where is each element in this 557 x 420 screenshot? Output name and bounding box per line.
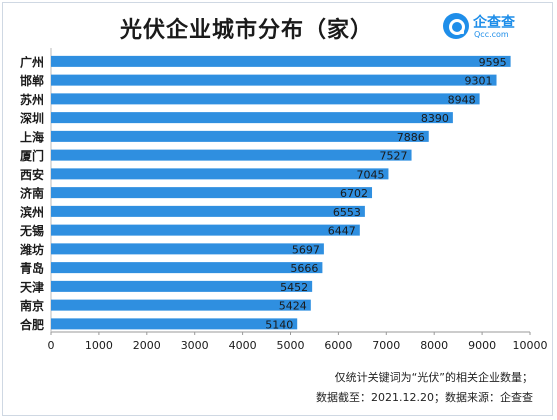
category-label: 天津 (20, 279, 44, 294)
bar-14 (51, 299, 311, 311)
bar-2 (51, 74, 497, 86)
bar-13 (51, 280, 313, 292)
category-label: 无锡 (19, 223, 44, 238)
data-label: 5697 (292, 243, 320, 256)
bar-6 (51, 149, 412, 161)
x-tick-label: 2000 (133, 339, 161, 352)
data-label: 7886 (397, 131, 425, 144)
qcc-logo: 企查查 Qcc.com (443, 11, 543, 43)
category-label: 南京 (20, 298, 44, 313)
bar-3 (51, 93, 480, 105)
bar-1 (51, 55, 511, 67)
data-label: 9595 (479, 56, 507, 69)
x-tick-label: 9000 (468, 339, 496, 352)
x-tick-label: 4000 (229, 339, 257, 352)
data-label: 6702 (340, 187, 368, 200)
x-tick-label: 7000 (372, 339, 400, 352)
data-label: 6553 (333, 206, 361, 219)
data-label: 5666 (290, 262, 318, 275)
category-label: 苏州 (20, 92, 44, 107)
bar-10 (51, 224, 360, 236)
category-label: 西安 (20, 167, 44, 182)
data-label: 5140 (265, 318, 293, 331)
x-tick-label: 0 (48, 339, 55, 352)
x-tick-label: 3000 (181, 339, 209, 352)
bar-11 (51, 243, 324, 255)
data-label: 5424 (279, 300, 307, 313)
data-label: 9301 (465, 75, 493, 88)
data-label: 5452 (280, 281, 308, 294)
bar-9 (51, 205, 365, 217)
category-label: 上海 (20, 129, 44, 144)
category-label: 广州 (20, 54, 44, 69)
category-label: 青岛 (20, 261, 44, 276)
chart-title: 光伏企业城市分布（家） (120, 18, 374, 43)
data-label: 7527 (380, 150, 408, 163)
x-tick-label: 10000 (513, 339, 548, 352)
category-label: 滨州 (20, 204, 44, 219)
footnote-source: 数据截至：2021.12.20；数据来源：企查查 (316, 391, 533, 404)
x-tick-label: 1000 (85, 339, 113, 352)
bar-12 (51, 262, 323, 274)
bar-7 (51, 168, 389, 180)
logo-name: 企查查 (473, 15, 515, 31)
category-label: 厦门 (20, 148, 44, 163)
bar-4 (51, 112, 453, 124)
x-tick-label: 5000 (277, 339, 305, 352)
bar-15 (51, 318, 298, 330)
category-label: 深圳 (20, 111, 44, 126)
x-tick-label: 6000 (324, 339, 352, 352)
data-label: 8390 (421, 112, 449, 125)
logo-url: Qcc.com (474, 30, 509, 39)
x-tick-label: 8000 (420, 339, 448, 352)
data-label: 6447 (328, 225, 356, 238)
category-label: 潍坊 (19, 242, 44, 257)
bar-5 (51, 130, 429, 142)
category-label: 济南 (20, 186, 44, 201)
category-label: 合肥 (20, 317, 44, 332)
magnifier-logo-icon (443, 13, 469, 39)
data-label: 7045 (356, 168, 384, 181)
bar-8 (51, 187, 373, 199)
footnote-scope: 仅统计关键词为“光伏”的相关企业数量； (334, 371, 533, 384)
category-label: 邯郸 (20, 73, 44, 88)
data-label: 8948 (448, 93, 476, 106)
